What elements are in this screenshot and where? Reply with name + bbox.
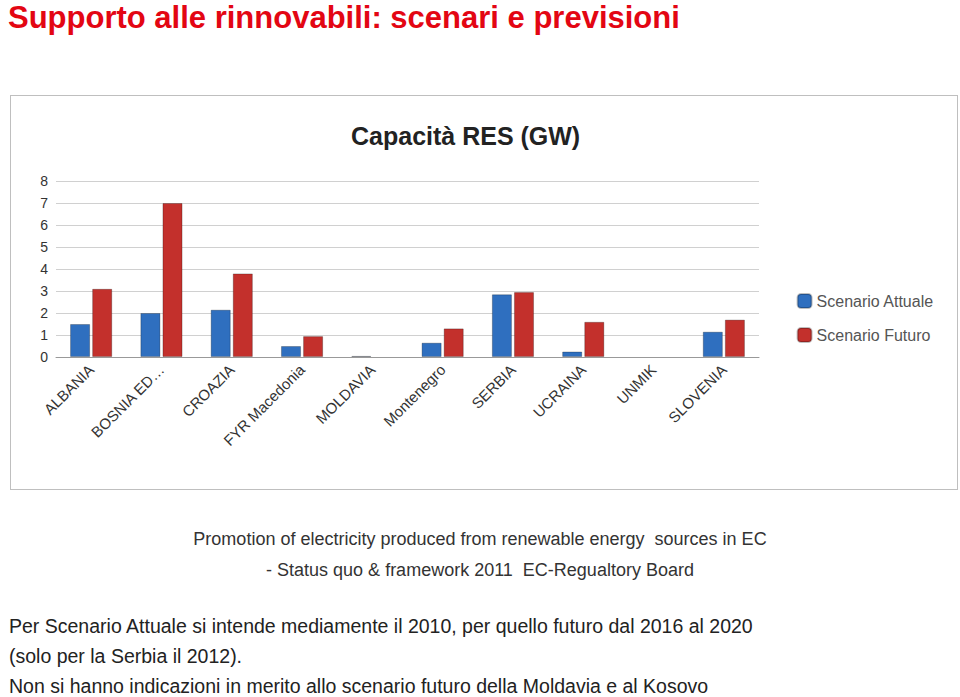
- svg-text:MOLDAVIA: MOLDAVIA: [312, 361, 378, 427]
- svg-text:Capacità RES (GW): Capacità RES (GW): [351, 122, 580, 150]
- svg-text:0: 0: [40, 349, 48, 365]
- html-text:Promotion of electricity produ: Promotion of electricity produced from r…: [193, 529, 767, 580]
- svg-text:ALBANIA: ALBANIA: [40, 361, 97, 418]
- svg-text:4: 4: [40, 261, 48, 277]
- svg-text:6: 6: [40, 217, 48, 233]
- svg-text:Montenegro: Montenegro: [380, 361, 449, 430]
- svg-text:CROAZIA: CROAZIA: [179, 361, 238, 420]
- svg-text:UNMIK: UNMIK: [613, 361, 659, 407]
- svg-text:Scenario Futuro: Scenario Futuro: [817, 327, 931, 344]
- svg-text:BOSNIA ED…: BOSNIA ED…: [88, 361, 168, 441]
- svg-text:8: 8: [40, 173, 48, 189]
- svg-text:Scenario Attuale: Scenario Attuale: [817, 293, 934, 310]
- svg-text:1: 1: [40, 327, 48, 343]
- svg-text:SERBIA: SERBIA: [468, 361, 519, 412]
- svg-text:7: 7: [40, 195, 48, 211]
- svg-text:FYR Macedonia: FYR Macedonia: [220, 361, 308, 449]
- html-text:Supporto alle rinnovabili: sce: Supporto alle rinnovabili: scenari e pre…: [8, 0, 680, 35]
- svg-text:UCRAINA: UCRAINA: [530, 361, 590, 421]
- html-text:Per Scenario Attuale si intend: Per Scenario Attuale si intende mediamen…: [9, 615, 753, 697]
- svg-text:3: 3: [40, 283, 48, 299]
- svg-text:5: 5: [40, 239, 48, 255]
- svg-text:SLOVENIA: SLOVENIA: [665, 361, 730, 426]
- svg-text:2: 2: [40, 305, 48, 321]
